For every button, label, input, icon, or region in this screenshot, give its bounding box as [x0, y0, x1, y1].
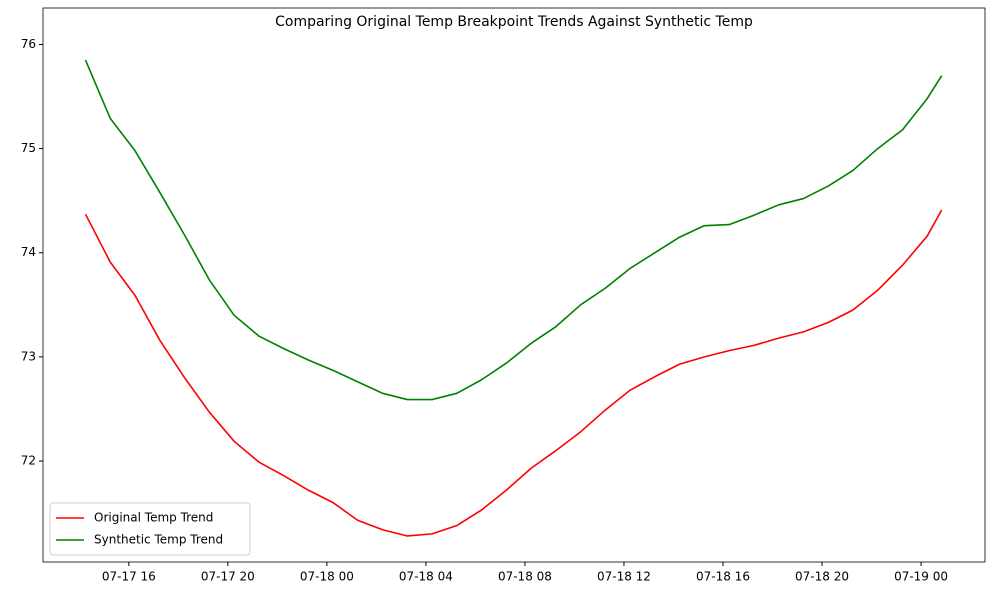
y-tick-label: 75 — [21, 141, 36, 155]
y-tick-label: 74 — [21, 245, 36, 259]
y-tick-label: 73 — [21, 349, 36, 363]
x-tick-label: 07-19 00 — [894, 570, 948, 584]
x-tick-label: 07-18 20 — [795, 570, 849, 584]
legend-label: Original Temp Trend — [94, 511, 213, 525]
chart-title: Comparing Original Temp Breakpoint Trend… — [275, 14, 753, 30]
plot-frame — [42, 7, 986, 563]
series-line — [84, 59, 943, 401]
x-tick-label: 07-18 00 — [300, 570, 354, 584]
legend: Original Temp Trend Synthetic Temp Trend — [49, 502, 251, 556]
y-tick-label: 76 — [21, 37, 36, 51]
x-tick-label: 07-17 16 — [102, 570, 156, 584]
x-tick-label: 07-17 20 — [201, 570, 255, 584]
x-tick-label: 07-18 08 — [498, 570, 552, 584]
x-tick-label: 07-18 16 — [696, 570, 750, 584]
y-tick-label: 72 — [21, 453, 36, 467]
x-tick-label: 07-18 12 — [597, 570, 651, 584]
series-line — [84, 209, 943, 537]
x-tick-label: 07-18 04 — [399, 570, 453, 584]
legend-box — [49, 502, 251, 556]
legend-label: Synthetic Temp Trend — [94, 533, 223, 547]
